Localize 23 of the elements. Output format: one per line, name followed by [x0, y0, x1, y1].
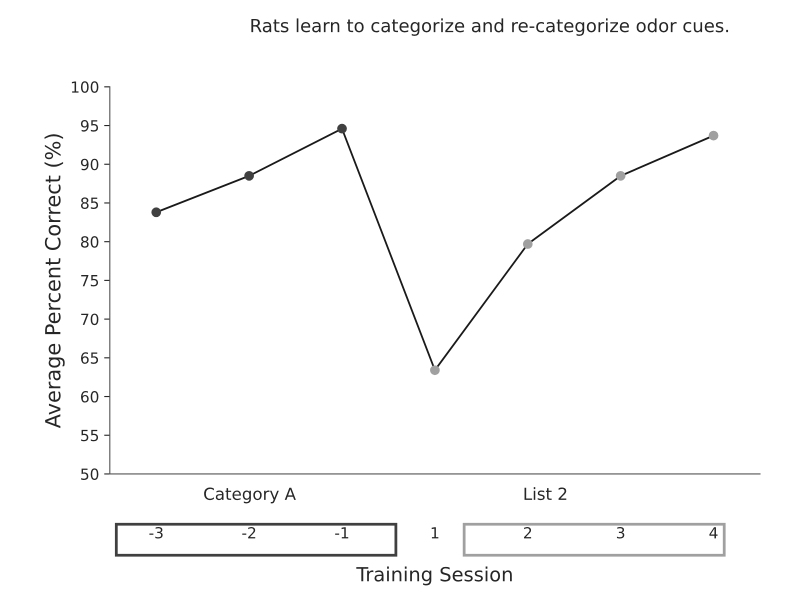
x-tick-label: 1 [432, 527, 438, 538]
y-tick-label: 70 [81, 314, 98, 326]
text: List 2 [524, 487, 566, 500]
y-tick-label: 50 [81, 468, 98, 480]
x-tick-label: -1 [335, 527, 348, 538]
x-tick-label: 2 [524, 527, 532, 538]
x-tick-label: -2 [242, 527, 256, 538]
x-tick-label: 3 [616, 527, 624, 539]
y-tick-label: 85 [80, 197, 98, 209]
y-tick-label: 95 [80, 120, 98, 132]
y-tick-label: 65 [81, 352, 98, 364]
x-tick-label: -3 [149, 527, 163, 539]
text: Category A [204, 487, 296, 504]
y-axis-title: Average Percent Correct (%) [44, 134, 65, 428]
x-tick-label: 4 [709, 527, 718, 538]
y-tick-label: 100 [72, 81, 98, 93]
y-tick-label: 80 [80, 236, 98, 248]
y-tick-label: 60 [81, 391, 98, 403]
x-axis-title: Training Session [356, 566, 512, 586]
y-tick-label: 55 [81, 430, 98, 442]
y-tick-label: 75 [81, 275, 98, 286]
y-tick-label: 90 [80, 158, 98, 170]
chart-title: Rats learn to categorize and re-categorize odor cues. [251, 18, 728, 36]
